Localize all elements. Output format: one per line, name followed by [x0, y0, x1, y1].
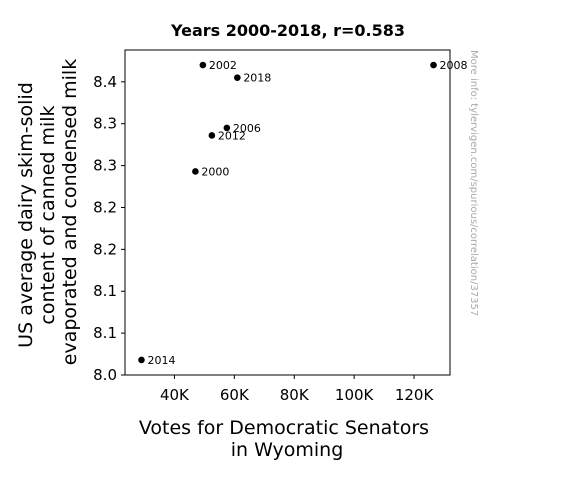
data-point — [138, 356, 145, 364]
y-tick-label: 8.0 — [93, 366, 117, 384]
y-axis-label-line-2: content of canned milk — [37, 105, 59, 324]
plot-area — [124, 49, 451, 376]
data-point-label: 2006 — [233, 122, 261, 135]
data-point — [208, 132, 216, 139]
x-tick-label: 80K — [280, 386, 310, 404]
data-point — [199, 61, 207, 69]
watermark-text: More info: tylervigen.com/spurious/corre… — [468, 50, 479, 316]
data-point — [234, 74, 241, 81]
y-tick-label: 8.2 — [93, 240, 117, 258]
data-point — [223, 124, 231, 132]
x-axis: 40K 60K 80K 100K 120K — [160, 375, 434, 404]
y-tick-label: 8.1 — [93, 324, 117, 342]
data-point-label: 2012 — [218, 129, 246, 142]
x-tick-label: 120K — [395, 386, 435, 404]
x-tick-label: 60K — [220, 386, 250, 404]
data-point-label: 2008 — [440, 59, 468, 72]
data-point-label: 2018 — [243, 72, 271, 85]
y-tick-label: 8.3 — [93, 157, 117, 175]
data-point-label: 2002 — [209, 59, 237, 72]
y-axis-label-line-1: US average dairy skim-solid — [15, 82, 37, 348]
y-tick-label: 8.3 — [93, 115, 117, 133]
y-axis-label-line-3: evaporated and condensed milk — [59, 59, 81, 365]
x-axis-label-line-1: Votes for Democratic Senators — [139, 417, 429, 439]
chart-title: Years 2000-2018, r=0.583 — [170, 21, 405, 40]
y-axis-label: US average dairy skim-solid content of c… — [15, 59, 81, 365]
y-tick-label: 8.1 — [93, 282, 117, 300]
data-point-label: 2000 — [201, 165, 229, 178]
y-tick-label: 8.4 — [93, 73, 117, 91]
y-tick-label: 8.2 — [93, 198, 117, 216]
x-tick-label: 40K — [160, 386, 190, 404]
data-point — [192, 168, 199, 175]
data-points: 2000 2002 2006 2008 2012 2014 2018 — [138, 59, 468, 367]
x-tick-label: 100K — [335, 386, 375, 404]
x-axis-label: Votes for Democratic Senators in Wyoming — [139, 417, 435, 461]
x-axis-label-line-2: in Wyoming — [231, 439, 344, 461]
data-point — [430, 61, 437, 69]
data-point-label: 2014 — [147, 354, 175, 367]
y-axis: 8.0 8.1 8.1 8.2 8.2 8.3 8.3 8.4 — [93, 73, 125, 384]
